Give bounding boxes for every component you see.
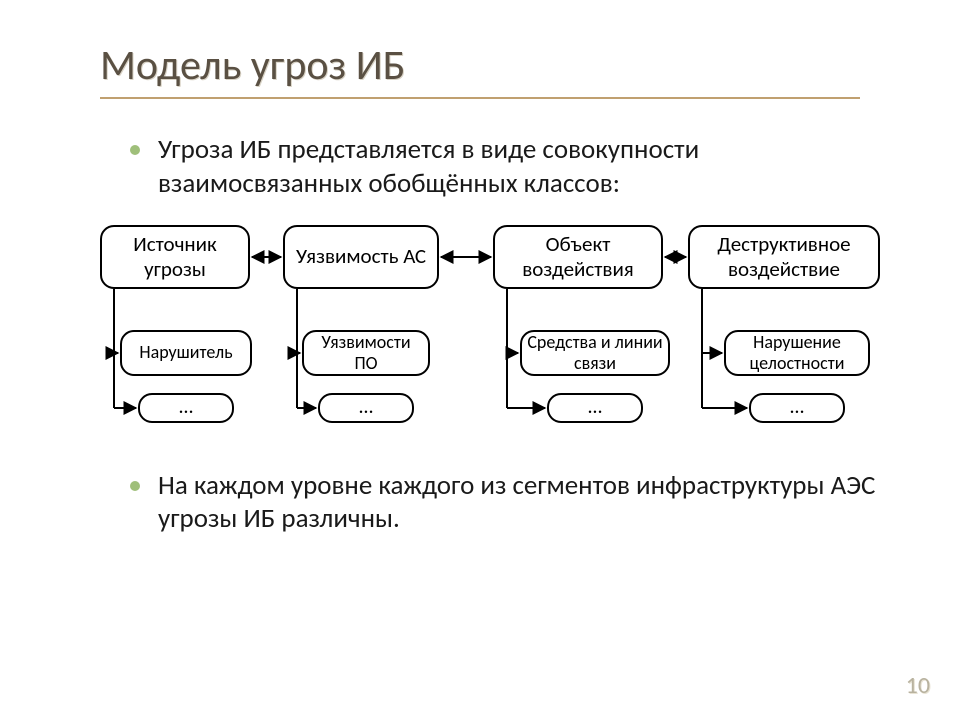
node-t3: Объект воздействия [493, 225, 663, 289]
node-s2: Уязвимости ПО [302, 330, 430, 376]
slide-title: Модель угроз ИБ [100, 40, 900, 91]
threat-model-diagram: Источник угрозы Уязвимость АС Объект возде… [80, 225, 880, 435]
node-d3: … [547, 393, 643, 423]
node-s3: Средства и линии связи [520, 330, 670, 376]
node-t1: Источник угрозы [100, 225, 250, 289]
node-s1: Нарушитель [120, 330, 252, 376]
bullet-1: Угроза ИБ представляется в виде совокупн… [130, 133, 900, 201]
body-list-2: На каждом уровне каждого из сегментов ин… [130, 469, 900, 537]
page-number: 10 [906, 671, 930, 700]
node-t4: Деструктивное воздействие [688, 225, 880, 289]
node-d1: … [138, 393, 234, 423]
node-d2: … [318, 393, 414, 423]
node-t2: Уязвимость АС [283, 225, 439, 289]
bullet-2: На каждом уровне каждого из сегментов ин… [130, 469, 900, 537]
body-list: Угроза ИБ представляется в виде совокупн… [130, 133, 900, 201]
node-d4: … [749, 393, 845, 423]
title-underline [100, 97, 860, 99]
slide: Модель угроз ИБ Угроза ИБ представляется… [0, 0, 960, 720]
node-s4: Нарушение целостности [724, 330, 870, 376]
